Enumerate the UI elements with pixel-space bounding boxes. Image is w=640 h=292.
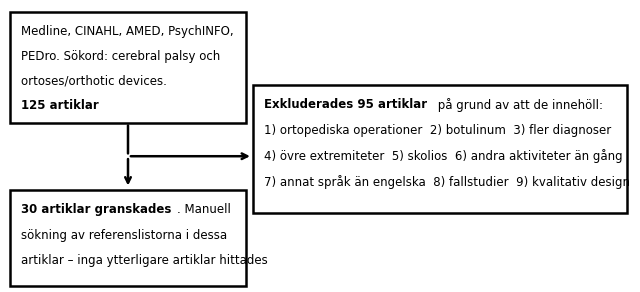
Text: artiklar – inga ytterligare artiklar hittades: artiklar – inga ytterligare artiklar hit… <box>21 254 268 267</box>
Text: ortoses/orthotic devices.: ortoses/orthotic devices. <box>21 74 167 88</box>
FancyBboxPatch shape <box>10 12 246 123</box>
Text: sökning av referenslistorna i dessa: sökning av referenslistorna i dessa <box>21 229 227 242</box>
Text: 4) övre extremiteter  5) skolios  6) andra aktiviteter än gång: 4) övre extremiteter 5) skolios 6) andra… <box>264 149 623 163</box>
Text: Medline, CINAHL, AMED, PsychINFO,: Medline, CINAHL, AMED, PsychINFO, <box>21 25 234 38</box>
Text: Exkluderades 95 artiklar: Exkluderades 95 artiklar <box>264 98 428 111</box>
Text: på grund av att de innehöll:: på grund av att de innehöll: <box>435 98 604 112</box>
Text: 1) ortopediska operationer  2) botulinum  3) fler diagnoser: 1) ortopediska operationer 2) botulinum … <box>264 124 612 137</box>
Text: PEDro. Sökord: cerebral palsy och: PEDro. Sökord: cerebral palsy och <box>21 50 220 63</box>
Text: 125 artiklar: 125 artiklar <box>21 99 99 112</box>
FancyBboxPatch shape <box>10 190 246 286</box>
Text: 30 artiklar granskades: 30 artiklar granskades <box>21 203 172 216</box>
Text: . Manuell: . Manuell <box>177 203 231 216</box>
Text: 7) annat språk än engelska  8) fallstudier  9) kvalitativ design: 7) annat språk än engelska 8) fallstudie… <box>264 175 630 189</box>
FancyBboxPatch shape <box>253 85 627 213</box>
